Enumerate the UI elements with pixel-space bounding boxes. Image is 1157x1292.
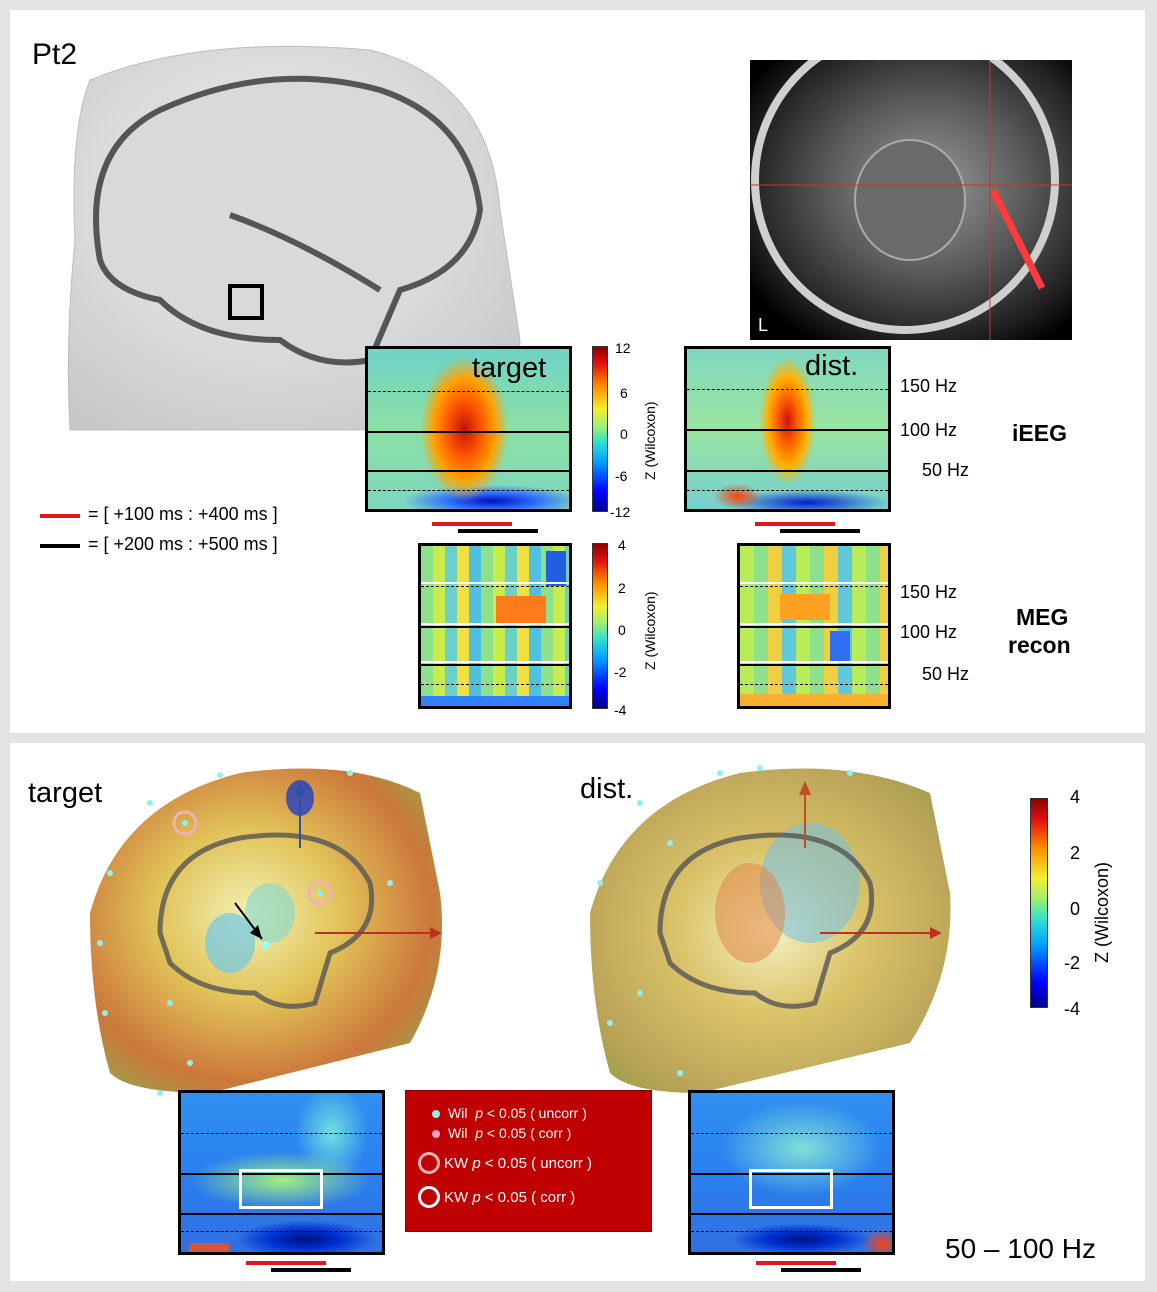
legend-black-text: = [ +200 ms : +500 ms ] bbox=[88, 534, 278, 554]
ieeg-cbar-tick: 6 bbox=[620, 385, 628, 401]
head-brain-render bbox=[67, 45, 521, 431]
bottom-dist-title: dist. bbox=[580, 773, 634, 805]
ieeg-row-label: iEEG bbox=[1012, 420, 1067, 446]
meg-cbar-label: Z (Wilcoxon) bbox=[642, 591, 658, 670]
ieeg-cbar-tick: 0 bbox=[620, 426, 628, 442]
mri-axial-slice: L bbox=[750, 60, 1072, 340]
legend-red-swatch bbox=[40, 514, 80, 518]
ieeg-dist-heatmap bbox=[684, 346, 891, 512]
black-time-bar bbox=[780, 529, 860, 533]
bottom-target-heatmap bbox=[178, 1090, 385, 1255]
meg-target-heatmap bbox=[418, 543, 572, 709]
meg-cbar-tick: 2 bbox=[618, 580, 626, 596]
legend-text: < 0.05 ( uncorr ) bbox=[483, 1105, 587, 1121]
pink-ring-icon bbox=[418, 1152, 440, 1174]
legend-text: < 0.05 ( corr ) bbox=[483, 1125, 572, 1141]
meg-freq-label: 100 Hz bbox=[900, 622, 958, 642]
legend-test: KW bbox=[444, 1189, 469, 1206]
mri-orientation-label: L bbox=[758, 315, 769, 335]
bottom-cbar-label: Z (Wilcoxon) bbox=[1092, 861, 1112, 963]
bottom-cbar-tick: 2 bbox=[1070, 843, 1081, 863]
dist-head-map bbox=[590, 765, 951, 1093]
legend-test: KW bbox=[444, 1155, 469, 1172]
legend-p: p bbox=[475, 1105, 484, 1121]
legend-p: p bbox=[472, 1189, 481, 1206]
target-head-map bbox=[90, 768, 442, 1096]
legend-p: p bbox=[472, 1155, 481, 1172]
patient-label: Pt2 bbox=[32, 38, 78, 71]
top-panel: Pt2 L target 12 6 0 -6 -12 Z (Wilcoxon) … bbox=[10, 10, 1145, 733]
red-time-bar bbox=[756, 1261, 836, 1265]
ieeg-dist-title: dist. bbox=[805, 350, 859, 382]
red-time-bar bbox=[432, 522, 512, 526]
black-time-bar bbox=[781, 1268, 861, 1272]
legend-text: < 0.05 ( corr ) bbox=[480, 1189, 576, 1206]
bottom-cbar-tick: 4 bbox=[1070, 787, 1081, 807]
bottom-panel: target dist. 4 2 0 -2 -4 Z (Wilcoxon) bbox=[10, 743, 1145, 1281]
bottom-cbar-tick: -4 bbox=[1064, 999, 1081, 1019]
bottom-colorbar bbox=[1030, 798, 1048, 1008]
ieeg-cbar-tick: -12 bbox=[610, 504, 631, 520]
red-time-bar bbox=[246, 1261, 326, 1265]
meg-cbar-tick: 4 bbox=[618, 537, 626, 553]
bottom-dist-heatmap bbox=[688, 1090, 895, 1255]
meg-dist-heatmap bbox=[737, 543, 891, 709]
meg-colorbar bbox=[592, 543, 608, 709]
ieeg-freq-label: 100 Hz bbox=[900, 420, 958, 440]
bottom-cbar-tick: 0 bbox=[1070, 899, 1081, 919]
meg-row-label: recon bbox=[1008, 632, 1071, 658]
bottom-target-title: target bbox=[28, 777, 103, 809]
roi-rect bbox=[239, 1169, 323, 1209]
meg-cbar-tick: -2 bbox=[614, 664, 627, 680]
legend-test: Wil bbox=[448, 1125, 468, 1141]
meg-cbar-tick: -4 bbox=[614, 702, 627, 718]
black-time-bar bbox=[458, 529, 538, 533]
highlight-electrode bbox=[262, 941, 270, 949]
legend-test: Wil bbox=[448, 1105, 468, 1121]
legend-red-text: = [ +100 ms : +400 ms ] bbox=[88, 504, 278, 524]
legend-text: < 0.05 ( uncorr ) bbox=[480, 1155, 592, 1172]
ieeg-cbar-tick: -6 bbox=[615, 468, 628, 484]
meg-freq-label: 50 Hz bbox=[922, 664, 970, 684]
ieeg-target-heatmap bbox=[365, 346, 572, 512]
white-ring-icon bbox=[418, 1186, 440, 1208]
cyan-dot-icon bbox=[432, 1110, 440, 1118]
meg-cbar-tick: 0 bbox=[618, 622, 626, 638]
legend-black-swatch bbox=[40, 544, 80, 548]
red-time-bar bbox=[755, 522, 835, 526]
ieeg-colorbar bbox=[592, 346, 608, 512]
frequency-band-label: 50 – 100 Hz bbox=[945, 1233, 1096, 1264]
ieeg-freq-label: 50 Hz bbox=[922, 460, 970, 480]
ieeg-cbar-tick: 12 bbox=[615, 340, 631, 356]
legend-p: p bbox=[475, 1125, 484, 1141]
black-time-bar bbox=[271, 1268, 351, 1272]
meg-freq-label: 150 Hz bbox=[900, 582, 958, 602]
ieeg-freq-label: 150 Hz bbox=[900, 376, 958, 396]
meg-row-label: MEG bbox=[1016, 604, 1069, 630]
electrode-roi-box bbox=[228, 284, 264, 320]
bottom-cbar-tick: -2 bbox=[1064, 953, 1081, 973]
significance-legend: Wil p < 0.05 ( uncorr ) Wil p < 0.05 ( c… bbox=[405, 1090, 652, 1232]
roi-rect bbox=[749, 1169, 833, 1209]
ieeg-target-title: target bbox=[472, 352, 547, 384]
pink-dot-icon bbox=[432, 1130, 440, 1138]
ieeg-cbar-label: Z (Wilcoxon) bbox=[642, 401, 658, 480]
